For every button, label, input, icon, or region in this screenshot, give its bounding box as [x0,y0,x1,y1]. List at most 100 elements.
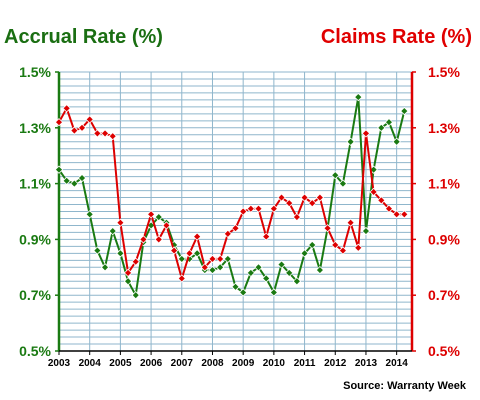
claims-data-point [108,132,117,141]
accrual-rate-title: Accrual Rate (%) [4,26,163,48]
claims-data-point [54,118,64,127]
claims-data-point [285,198,294,208]
claims-data-point [338,246,348,255]
claims-data-point [262,232,271,241]
left-axis-tick-label: 0.5% [19,343,51,359]
accrual-data-point [246,268,256,278]
right-axis-tick-label: 0.5% [428,343,460,359]
claims-series-line [58,105,405,283]
accrual-data-point [123,277,133,286]
claims-data-point [116,218,125,227]
accrual-data-point [85,210,94,219]
accrual-data-point [262,274,271,283]
accrual-data-point [93,246,102,255]
left-axis-tick-label: 1.3% [19,120,51,136]
claims-data-point [169,246,179,255]
source-note: Source: Warranty Week [343,380,466,392]
claims-data-point [254,204,263,213]
claims-rate-title: Claims Rate (%) [320,26,472,48]
claims-data-point [315,193,325,202]
accrual-data-point [300,249,309,258]
accrual-data-point [346,137,355,146]
accrual-data-point [177,254,186,264]
x-axis-tick-label: 2012 [324,358,347,369]
claims-data-point [131,257,140,266]
accrual-data-point [70,179,79,188]
accrual-data-point [54,165,64,174]
x-axis-tick-label: 2003 [48,358,71,369]
accrual-data-point [131,291,140,300]
right-axis-tick-label: 0.9% [428,231,460,247]
accrual-data-point [108,226,117,236]
claims-data-point [154,235,163,244]
claims-data-point [192,232,202,241]
accrual-data-point [62,176,71,185]
left-axis-tick-label: 0.9% [19,231,51,247]
claims-data-point [223,229,232,238]
accrual-data-point [331,171,340,180]
accrual-data-point [239,288,248,297]
claims-data-point [146,210,156,219]
x-axis-tick-label: 2005 [109,358,132,369]
claims-data-point [346,218,355,227]
claims-data-point [85,115,94,124]
claims-data-point [123,268,133,278]
claims-data-point [369,187,378,197]
accrual-data-point [400,106,409,116]
right-axis-tick-label: 1.5% [428,64,460,80]
left-axis-tick-label: 0.7% [19,287,51,303]
claims-data-point [354,243,363,252]
accrual-data-point [377,123,386,132]
accrual-data-point [285,268,294,278]
claims-data-point [377,196,386,205]
accrual-data-point [269,288,279,297]
claims-data-point [331,240,340,250]
claims-data-point [162,221,171,230]
claims-data-point [100,129,110,138]
claims-data-point [239,207,248,216]
right-axis-tick-label: 1.3% [428,120,460,136]
claims-data-point [392,210,401,219]
claims-data-point [62,104,71,113]
claims-data-point [308,198,317,208]
claims-data-point [93,129,102,138]
claims-data-point [400,210,409,219]
accrual-data-point [231,282,240,291]
x-axis-tick-label: 2014 [386,358,409,369]
claims-data-point [292,212,302,222]
claims-data-point [231,224,240,233]
claims-data-point [200,263,209,272]
accrual-data-point [384,118,394,127]
accrual-data-point [192,249,202,258]
accrual-data-point [223,254,232,264]
x-axis-tick-label: 2013 [355,358,378,369]
claims-data-point [384,204,394,213]
x-axis-tick-label: 2011 [294,358,316,369]
claims-data-point [269,204,279,213]
accrual-data-point [77,173,87,183]
x-axis-tick-label: 2006 [140,358,163,369]
left-axis-tick-label: 1.1% [19,176,51,192]
claims-data-point [177,274,186,283]
x-axis-tick-label: 2004 [79,358,102,369]
x-axis-tick-label: 2007 [171,358,194,369]
x-axis-tick-label: 2009 [232,358,255,369]
x-axis-tick-label: 2010 [263,358,286,369]
claims-data-point [139,235,148,244]
claims-data-point [246,204,256,213]
right-axis-tick-label: 0.7% [428,287,460,303]
accrual-data-point [208,265,217,275]
accrual-data-point [392,137,401,146]
accrual-data-point [154,212,163,222]
claims-data-point [323,224,332,233]
claims-data-point [70,126,79,135]
accrual-data-point [315,265,325,275]
accrual-data-point [254,263,263,272]
x-axis-tick-label: 2008 [201,358,224,369]
accrual-data-point [215,263,225,272]
claims-data-point [185,249,194,258]
accrual-series-line [58,96,406,299]
accrual-data-point [361,226,371,236]
accrual-data-point [354,92,363,102]
